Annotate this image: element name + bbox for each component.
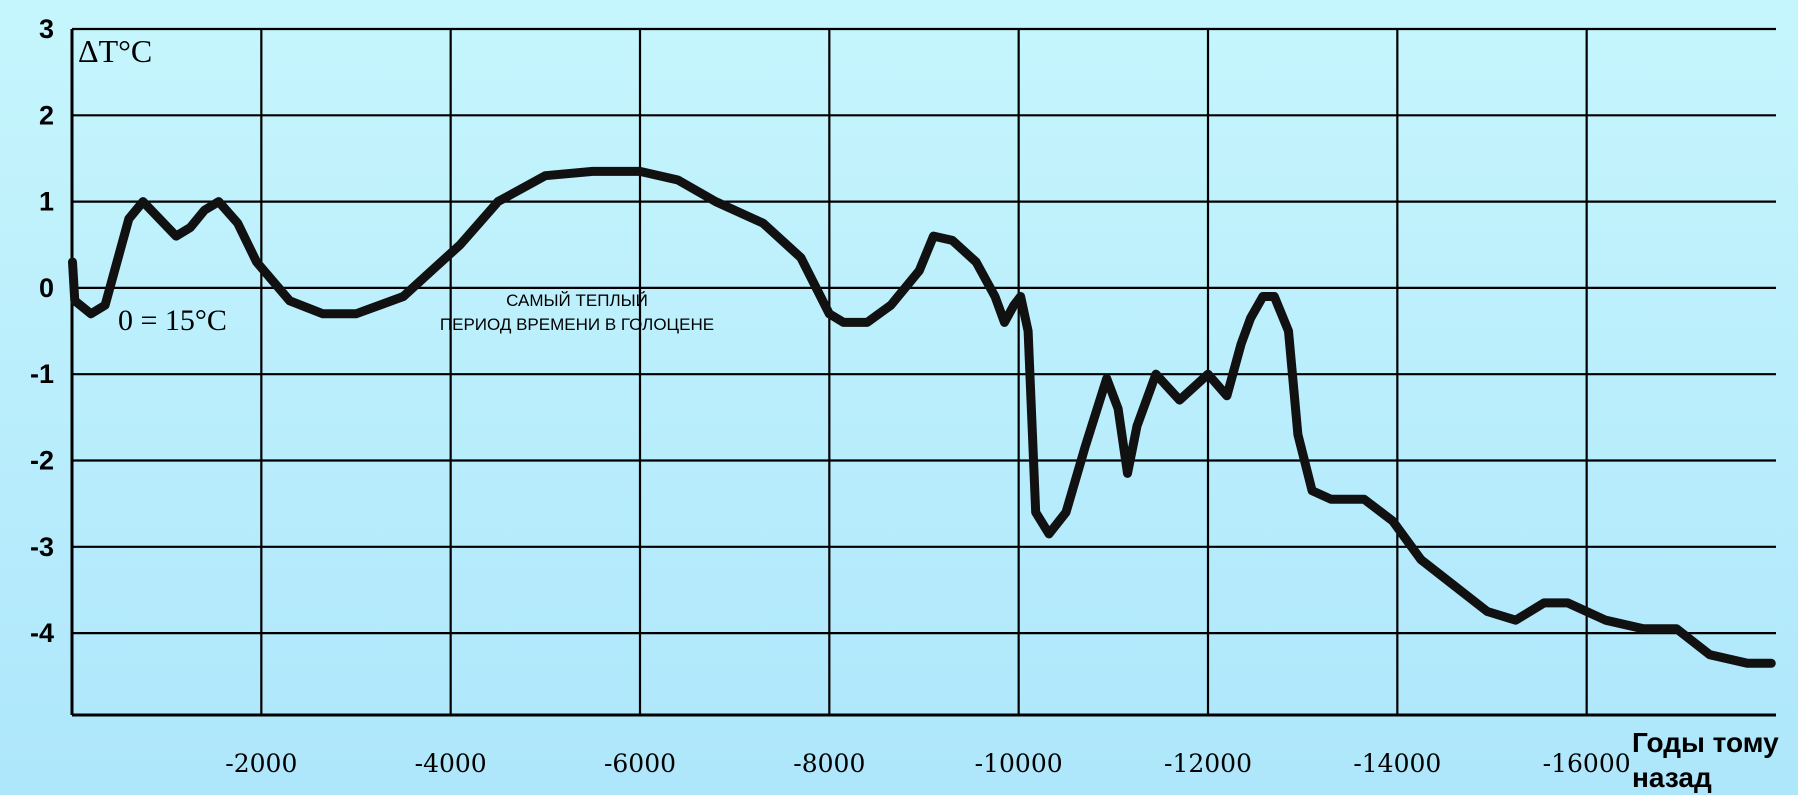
y-axis-label: ΔT°C: [78, 33, 152, 69]
x-tick-label: -12000: [1164, 749, 1252, 778]
x-tick-label: -14000: [1353, 749, 1441, 778]
x-tick-label: -8000: [793, 749, 865, 778]
y-tick-label: 0: [39, 273, 54, 303]
x-tick-label: -16000: [1543, 749, 1631, 778]
axes: [70, 29, 1776, 717]
y-tick-label: 3: [39, 14, 54, 44]
y-tick-label: -1: [30, 359, 54, 389]
y-tick-label: -4: [30, 618, 54, 648]
y-tick-label: -2: [30, 446, 54, 476]
x-tick-label: -10000: [975, 749, 1063, 778]
baseline-note: 0 = 15°C: [118, 304, 227, 337]
tick-labels: 3 2 1 0 -1 -2 -3 -4 -2000 -4000 -6000 -8000 -10000 -1…: [30, 14, 1631, 778]
y-tick-label: 1: [39, 187, 54, 217]
temperature-series-line: [68, 166, 1776, 668]
x-axis-label-line-2: назад: [1632, 762, 1712, 793]
x-axis-label-line-1: Годы тому: [1632, 727, 1779, 758]
series-layer: [68, 166, 1776, 668]
x-tick-label: -6000: [604, 749, 676, 778]
y-tick-label: -3: [30, 532, 54, 562]
x-tick-label: -2000: [225, 749, 297, 778]
annotation-line-1: САМЫЙ ТЕПЛЫЙ: [506, 291, 648, 310]
y-tick-label: 2: [39, 100, 54, 130]
x-tick-label: -4000: [415, 749, 487, 778]
annotation-line-2: ПЕРИОД ВРЕМЕНИ В ГОЛОЦЕНЕ: [440, 315, 714, 334]
